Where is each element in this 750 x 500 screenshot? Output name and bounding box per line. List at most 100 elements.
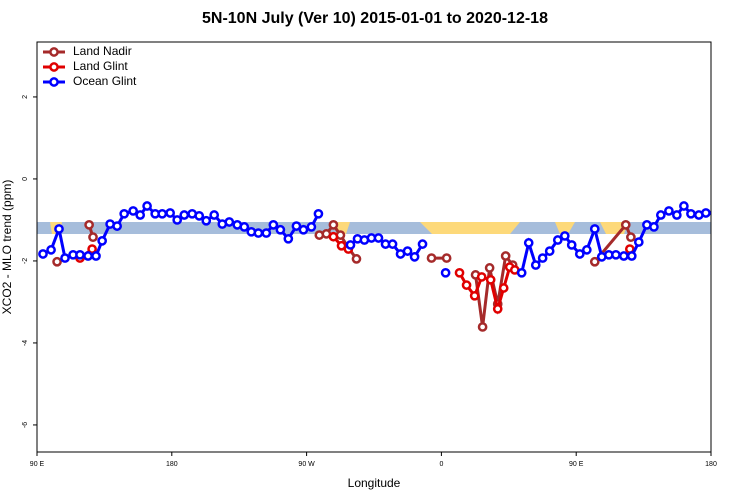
- data-point: [128, 206, 139, 216]
- data-point: [477, 322, 488, 332]
- data-point: [574, 249, 585, 259]
- y-tick-label: -6: [22, 422, 29, 428]
- legend-label: Ocean Glint: [73, 74, 137, 88]
- data-point: [209, 210, 220, 220]
- data-point: [313, 208, 324, 219]
- data-point: [46, 245, 56, 255]
- data-point: [672, 210, 682, 220]
- data-point: [224, 217, 235, 227]
- x-tick-label: 0: [439, 461, 443, 468]
- data-point: [172, 215, 183, 225]
- data-point: [664, 206, 674, 216]
- data-point: [165, 208, 176, 218]
- data-point: [633, 237, 644, 247]
- data-point: [500, 251, 511, 261]
- data-point: [530, 260, 541, 270]
- chart-title: 5N-10N July (Ver 10) 2015-01-01 to 2020-…: [202, 10, 548, 27]
- data-point: [498, 283, 509, 293]
- background-strip: [37, 222, 711, 234]
- data-point: [417, 239, 428, 249]
- data-point: [60, 253, 70, 263]
- data-point: [373, 233, 384, 243]
- data-point: [492, 304, 503, 314]
- data-point: [268, 220, 279, 230]
- data-point: [328, 220, 339, 230]
- data-point: [469, 290, 480, 301]
- x-tick-label: 180: [705, 461, 717, 468]
- data-point: [275, 224, 286, 235]
- data-point: [97, 236, 108, 246]
- data-point: [135, 210, 146, 220]
- data-point: [537, 253, 548, 263]
- data-point: [516, 267, 527, 278]
- data-point: [559, 231, 570, 241]
- data-point: [409, 251, 420, 262]
- data-point: [351, 254, 362, 264]
- data-point: [618, 251, 629, 261]
- data-point: [701, 208, 711, 218]
- x-tick-label: 90 E: [569, 461, 584, 468]
- x-tick-label: 90 E: [30, 461, 45, 468]
- data-point: [581, 245, 592, 255]
- data-point: [142, 201, 152, 211]
- plot-frame: [36, 41, 712, 453]
- data-point: [649, 222, 659, 232]
- y-axis-label: XCO2 - MLO trend (ppm): [0, 180, 14, 315]
- data-point: [328, 231, 339, 242]
- land-patch: [420, 222, 520, 234]
- data-point: [620, 220, 631, 230]
- x-axis-label: Longitude: [348, 476, 401, 490]
- legend-label: Land Nadir: [73, 44, 132, 58]
- data-point: [566, 240, 577, 250]
- data-point: [345, 240, 356, 250]
- data-point: [544, 246, 555, 256]
- data-point: [655, 210, 666, 220]
- y-tick-label: 0: [22, 177, 29, 181]
- data-point: [119, 208, 130, 219]
- y-tick-label: -4: [22, 340, 29, 346]
- data-point: [552, 235, 563, 245]
- data-point: [589, 256, 600, 267]
- data-point: [476, 272, 487, 282]
- data-point: [87, 244, 97, 254]
- data-point: [91, 251, 101, 261]
- data-point: [38, 249, 48, 259]
- data-point: [283, 233, 294, 244]
- data-point: [485, 274, 496, 285]
- data-point: [54, 224, 64, 234]
- data-point: [454, 267, 465, 278]
- data-point: [88, 232, 98, 243]
- data-point: [402, 246, 413, 256]
- data-point: [112, 221, 122, 231]
- data-point: [523, 238, 534, 248]
- data-point: [179, 210, 190, 220]
- data-point: [679, 201, 689, 211]
- data-point: [261, 228, 272, 238]
- data-point: [298, 224, 309, 235]
- data-point: [306, 222, 317, 232]
- data-point: [157, 208, 168, 219]
- legend-swatch-point: [49, 47, 59, 57]
- x-tick-label: 90 W: [298, 461, 315, 468]
- data-point: [253, 228, 264, 238]
- data-point: [484, 263, 495, 273]
- legend-swatch-point: [49, 77, 59, 87]
- data-point: [201, 215, 212, 226]
- data-point: [84, 220, 94, 230]
- x-tick-label: 180: [166, 461, 178, 468]
- data-point: [291, 221, 302, 231]
- data-point: [441, 253, 452, 263]
- data-point: [626, 251, 637, 261]
- data-point: [686, 208, 696, 219]
- data-point: [52, 256, 62, 267]
- data-point: [83, 251, 93, 261]
- data-point: [440, 267, 451, 278]
- data-point: [239, 222, 250, 232]
- data-point: [426, 253, 437, 263]
- legend-label: Land Glint: [73, 59, 128, 73]
- land-patch: [555, 222, 575, 234]
- data-point: [461, 280, 472, 290]
- data-point: [626, 232, 636, 243]
- data-point: [611, 249, 621, 260]
